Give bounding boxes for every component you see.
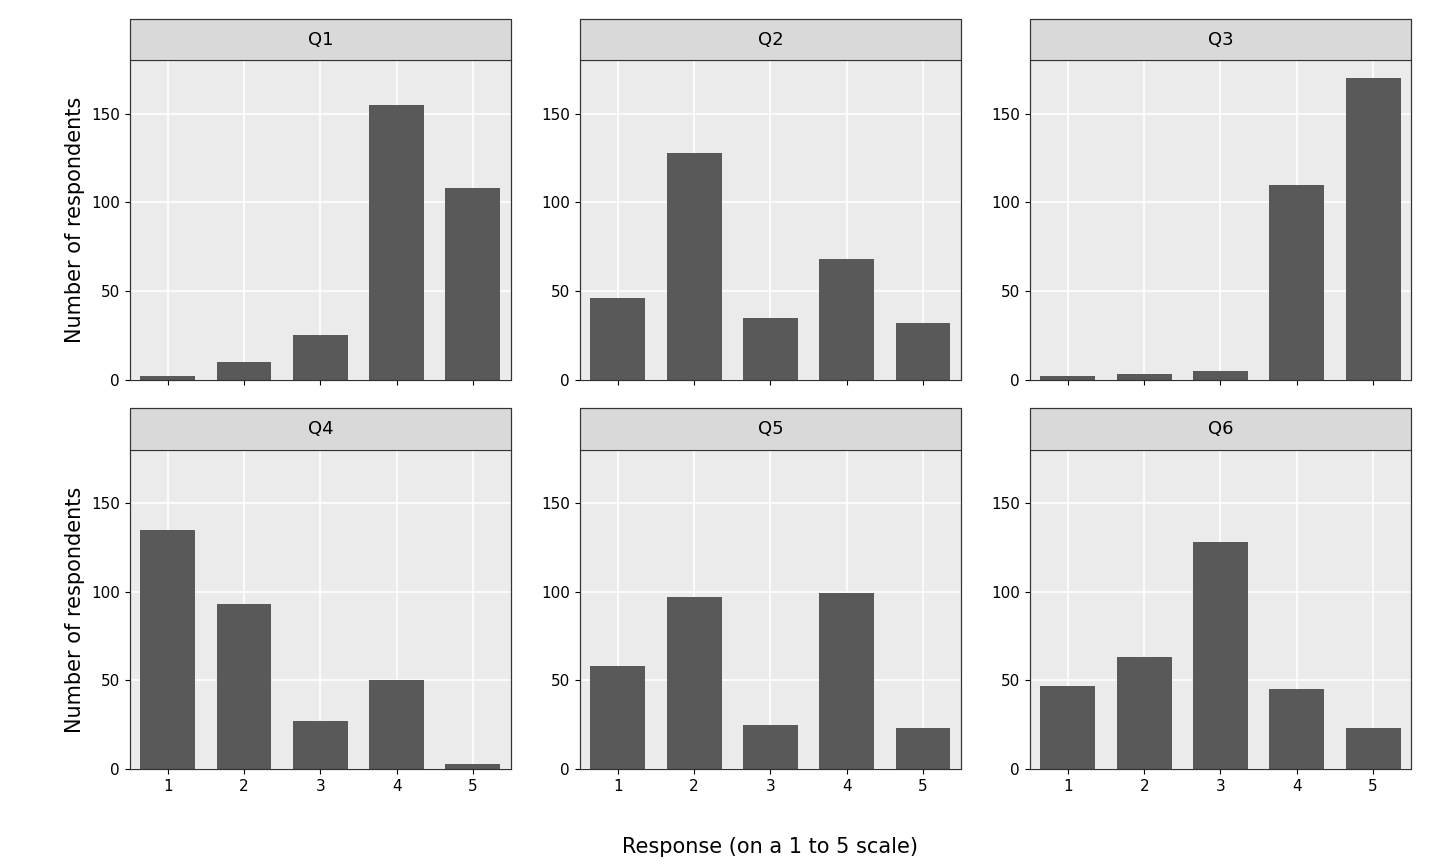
Bar bbox=[1269, 185, 1325, 379]
Text: Q6: Q6 bbox=[1208, 420, 1233, 438]
Bar bbox=[819, 594, 874, 769]
Bar bbox=[667, 597, 721, 769]
Bar bbox=[1192, 542, 1248, 769]
Text: Q1: Q1 bbox=[308, 31, 333, 48]
Bar bbox=[1345, 79, 1401, 379]
Text: Q5: Q5 bbox=[757, 420, 783, 438]
Y-axis label: Number of respondents: Number of respondents bbox=[65, 97, 85, 343]
Bar bbox=[369, 105, 423, 379]
Bar bbox=[1117, 658, 1172, 769]
Text: Q3: Q3 bbox=[1208, 31, 1233, 48]
Bar bbox=[667, 153, 721, 379]
Bar bbox=[445, 188, 500, 379]
Bar bbox=[140, 530, 196, 769]
Bar bbox=[369, 680, 423, 769]
Bar bbox=[1269, 689, 1325, 769]
Bar bbox=[896, 323, 950, 379]
Text: Q2: Q2 bbox=[757, 31, 783, 48]
Bar bbox=[1041, 686, 1096, 769]
Bar bbox=[743, 318, 798, 379]
Bar bbox=[445, 764, 500, 769]
Bar bbox=[896, 728, 950, 769]
Bar bbox=[819, 259, 874, 379]
Bar bbox=[743, 725, 798, 769]
Bar bbox=[590, 298, 645, 379]
Bar bbox=[216, 604, 272, 769]
Bar bbox=[1117, 374, 1172, 379]
Bar bbox=[1345, 728, 1401, 769]
Bar bbox=[1192, 371, 1248, 379]
Bar bbox=[292, 335, 348, 379]
Text: Q4: Q4 bbox=[308, 420, 333, 438]
Bar bbox=[216, 362, 272, 379]
Bar bbox=[292, 721, 348, 769]
Bar bbox=[1041, 376, 1096, 379]
Y-axis label: Number of respondents: Number of respondents bbox=[65, 486, 85, 733]
Bar bbox=[140, 376, 196, 379]
Text: Response (on a 1 to 5 scale): Response (on a 1 to 5 scale) bbox=[622, 836, 919, 857]
Bar bbox=[590, 666, 645, 769]
